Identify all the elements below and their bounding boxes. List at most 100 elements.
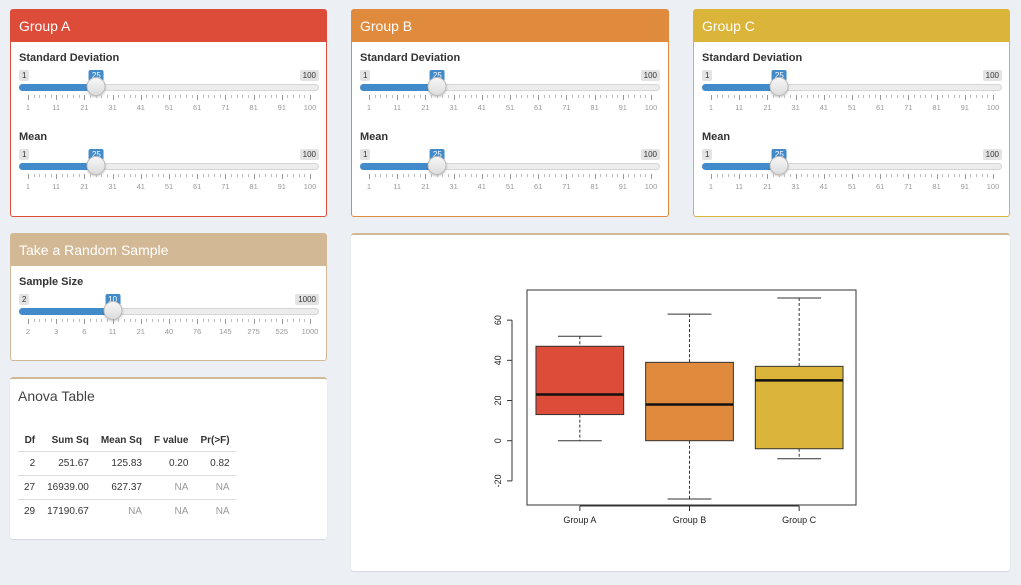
slider-tick <box>253 319 255 324</box>
slider-minor-tick <box>947 174 949 177</box>
slider-tick-label: 91 <box>277 182 286 191</box>
slider-handle[interactable] <box>103 301 123 320</box>
slider-tick <box>993 95 994 100</box>
slider-minor-tick <box>95 319 97 322</box>
slider-minor-tick <box>304 95 306 98</box>
slider-tick-label: 21 <box>80 182 89 191</box>
slider-minor-tick <box>163 319 165 322</box>
slider-minor-tick <box>219 174 221 177</box>
slider-tick <box>28 319 29 324</box>
slider-minor-tick <box>44 95 46 98</box>
slider-minor-tick <box>543 95 545 98</box>
slider-minor-tick <box>970 174 972 177</box>
slider-fill <box>19 163 97 170</box>
slider-minor-tick <box>157 174 159 177</box>
slider-tick <box>197 95 199 100</box>
slider-minor-tick <box>863 95 865 98</box>
boxplot-panel: -20 0 20 40 60 Group A Group B Group C <box>351 233 1010 571</box>
slider-tick-label: 71 <box>221 182 230 191</box>
slider-handle[interactable] <box>86 156 106 175</box>
slider-minor-tick <box>806 95 808 98</box>
slider-minor-tick <box>925 95 927 98</box>
table-row: 2 251.67 125.83 0.20 0.82 <box>18 450 236 475</box>
sample-size-slider[interactable]: 2 1000 10 2 3 6 11 21 40 76 145 275 525 1000 <box>19 294 319 338</box>
slider-handle[interactable] <box>427 156 447 175</box>
slider-minor-tick <box>930 95 932 98</box>
group-a-header: Group A <box>11 10 326 42</box>
slider-tick <box>281 319 283 324</box>
slider-minor-tick <box>874 95 876 98</box>
slider-minor-tick <box>493 95 495 98</box>
slider-minor-tick <box>959 174 961 177</box>
slider-tick <box>908 174 910 179</box>
slider-minor-tick <box>264 95 266 98</box>
slider-minor-tick <box>476 95 478 98</box>
slider-tick <box>651 95 652 100</box>
slider-minor-tick <box>39 174 41 177</box>
group-b-header: Group B <box>352 10 668 42</box>
slider-handle[interactable] <box>769 77 789 96</box>
anova-table: Df Sum Sq Mean Sq F value Pr(>F) 2 251.67 125.… <box>18 431 236 523</box>
group-b-mean-slider[interactable]: 1 100 25 1 11 21 31 41 51 61 71 81 91 100 <box>360 149 660 193</box>
slider-tick <box>739 95 741 100</box>
table-cell: 2 <box>18 450 42 475</box>
slider-minor-tick <box>846 174 848 177</box>
slider-minor-tick <box>572 174 574 177</box>
slider-fill <box>360 163 438 170</box>
group-a-sd-slider[interactable]: 1 100 25 1 11 21 31 41 51 61 71 81 91 100 <box>19 70 319 114</box>
group-c-mean-slider[interactable]: 1 100 25 1 11 21 31 41 51 61 71 81 91 100 <box>702 149 1002 193</box>
group-a-mean-slider[interactable]: 1 100 25 1 11 21 31 41 51 61 71 81 91 100 <box>19 149 319 193</box>
slider-minor-tick <box>459 174 461 177</box>
slider-minor-tick <box>61 319 63 322</box>
slider-minor-tick <box>33 95 35 98</box>
slider-minor-tick <box>549 95 551 98</box>
slider-min: 2 <box>19 294 30 305</box>
slider-minor-tick <box>73 319 75 322</box>
slider-tick-label: 1 <box>708 103 714 112</box>
slider-minor-tick <box>33 319 35 322</box>
slider-tick <box>84 95 86 100</box>
slider-tick-label: 31 <box>449 182 458 191</box>
slider-tick-label: 1 <box>366 103 372 112</box>
slider-tick <box>538 174 540 179</box>
slider-tick-label: 81 <box>590 182 599 191</box>
slider-minor-tick <box>784 95 786 98</box>
group-c-box: Group C Standard Deviation 1 100 25 1 11 21 31… <box>693 9 1010 217</box>
slider-minor-tick <box>385 174 387 177</box>
slider-minor-tick <box>236 174 238 177</box>
slider-tick-label: 21 <box>80 103 89 112</box>
slider-minor-tick <box>214 319 216 322</box>
slider-value: 10 <box>105 294 121 305</box>
slider-minor-tick <box>577 174 579 177</box>
slider-minor-tick <box>146 319 148 322</box>
slider-max: 100 <box>982 70 1002 81</box>
slider-minor-tick <box>829 95 831 98</box>
slider-minor-tick <box>185 319 187 322</box>
slider-minor-tick <box>716 174 718 177</box>
slider-tick <box>253 95 255 100</box>
slider-handle[interactable] <box>427 77 447 96</box>
slider-handle[interactable] <box>769 156 789 175</box>
sample-size-label: Sample Size <box>19 276 84 288</box>
slider-tick-label: 41 <box>819 103 828 112</box>
slider-tick <box>225 319 227 324</box>
slider-minor-tick <box>981 174 983 177</box>
slider-tick-label: 1 <box>366 182 372 191</box>
slider-tick-label: 21 <box>763 103 772 112</box>
anova-column-header: Mean Sq <box>100 435 142 447</box>
slider-minor-tick <box>784 174 786 177</box>
slider-tick-label: 81 <box>590 103 599 112</box>
slider-tick-label: 100 <box>986 103 1000 112</box>
slider-minor-tick <box>778 174 780 177</box>
slider-tick <box>397 95 399 100</box>
slider-tick <box>711 95 712 100</box>
group-c-sd-slider[interactable]: 1 100 25 1 11 21 31 41 51 61 71 81 91 100 <box>702 70 1002 114</box>
slider-minor-tick <box>231 95 233 98</box>
group-b-sd-slider[interactable]: 1 100 25 1 11 21 31 41 51 61 71 81 91 100 <box>360 70 660 114</box>
slider-tick-label: 11 <box>52 103 61 112</box>
slider-tick <box>310 174 311 179</box>
slider-tick <box>453 174 455 179</box>
slider-minor-tick <box>634 95 636 98</box>
slider-handle[interactable] <box>86 77 106 96</box>
slider-tick <box>112 319 114 324</box>
